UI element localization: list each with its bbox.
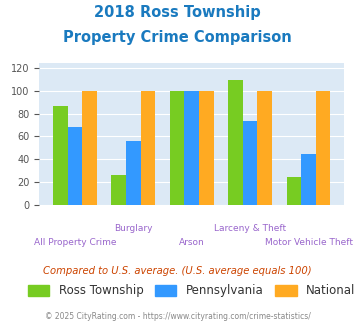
Bar xyxy=(286,177,301,205)
Bar xyxy=(111,175,126,205)
Bar xyxy=(199,91,214,205)
Legend: Ross Township, Pennsylvania, National: Ross Township, Pennsylvania, National xyxy=(28,284,355,297)
Text: 2018 Ross Township: 2018 Ross Township xyxy=(94,5,261,20)
Bar xyxy=(301,153,316,205)
Text: Arson: Arson xyxy=(179,238,204,247)
Bar xyxy=(82,91,97,205)
Bar xyxy=(141,91,155,205)
Bar xyxy=(53,106,67,205)
Bar xyxy=(184,91,199,205)
Text: Larceny & Theft: Larceny & Theft xyxy=(214,224,286,233)
Bar xyxy=(126,141,141,205)
Bar xyxy=(228,80,243,205)
Text: Motor Vehicle Theft: Motor Vehicle Theft xyxy=(264,238,353,247)
Bar xyxy=(243,120,257,205)
Bar xyxy=(170,91,184,205)
Bar xyxy=(316,91,331,205)
Text: All Property Crime: All Property Crime xyxy=(34,238,116,247)
Text: Property Crime Comparison: Property Crime Comparison xyxy=(63,30,292,45)
Text: Compared to U.S. average. (U.S. average equals 100): Compared to U.S. average. (U.S. average … xyxy=(43,266,312,276)
Text: Burglary: Burglary xyxy=(114,224,153,233)
Bar xyxy=(257,91,272,205)
Text: © 2025 CityRating.com - https://www.cityrating.com/crime-statistics/: © 2025 CityRating.com - https://www.city… xyxy=(45,312,310,321)
Bar xyxy=(67,127,82,205)
